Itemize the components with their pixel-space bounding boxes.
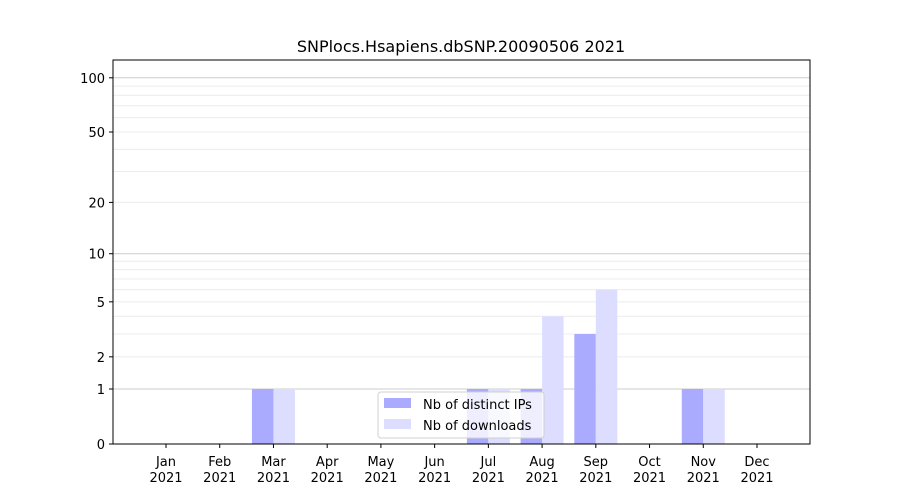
legend-box (377, 391, 545, 439)
y-tick-label: 5 (97, 296, 105, 311)
bar-downloads (703, 389, 725, 444)
legend: Nb of distinct IPs Nb of downloads (377, 391, 545, 439)
y-tick-label: 0 (97, 438, 105, 453)
x-tick-label-month: Feb (208, 455, 231, 470)
y-tick-label: 100 (80, 72, 105, 87)
chart-title: SNPlocs.Hsapiens.dbSNP.20090506 2021 (297, 37, 625, 56)
y-tick-label: 50 (88, 126, 105, 141)
y-tick-label: 2 (97, 351, 105, 366)
y-tick-label: 20 (88, 196, 105, 211)
x-tick-label-year: 2021 (579, 471, 612, 486)
legend-swatch (384, 398, 411, 408)
x-tick-label-year: 2021 (257, 471, 290, 486)
y-tick-label: 10 (88, 248, 105, 263)
y-tick-label: 1 (97, 383, 105, 398)
x-tick-label-year: 2021 (203, 471, 236, 486)
x-tick-label-month: Nov (691, 455, 717, 470)
x-tick-label-year: 2021 (364, 471, 397, 486)
legend-label: Nb of distinct IPs (423, 398, 532, 413)
x-tick-label-month: Jun (423, 455, 444, 470)
x-tick-label-month: Dec (744, 455, 769, 470)
x-tick-label-year: 2021 (687, 471, 720, 486)
x-tick-label-year: 2021 (311, 471, 344, 486)
legend-label: Nb of downloads (423, 419, 532, 434)
legend-swatch (384, 419, 411, 429)
bar-downloads (595, 289, 618, 444)
x-tick-label-year: 2021 (418, 471, 451, 486)
x-tick-label-month: May (367, 455, 394, 470)
x-tick-label-month: Mar (261, 455, 286, 470)
x-tick-label-year: 2021 (526, 471, 559, 486)
x-tick-label-year: 2021 (740, 471, 773, 486)
bar-distinct-ips (681, 389, 704, 444)
bar-distinct-ips (251, 389, 274, 444)
x-tick-label-year: 2021 (149, 471, 182, 486)
x-tick-label-month: Jul (480, 455, 497, 470)
x-tick-label-year: 2021 (472, 471, 505, 486)
x-tick-label-month: Oct (638, 455, 660, 470)
x-tick-label-month: Apr (316, 455, 339, 470)
x-tick-label-month: Sep (584, 455, 609, 470)
bar-distinct-ips (574, 334, 596, 444)
x-tick-label-month: Jan (155, 455, 176, 470)
x-tick-label-year: 2021 (633, 471, 666, 486)
plot-frame (112, 59, 811, 445)
x-tick-label-month: Aug (529, 455, 554, 470)
bar-downloads (273, 389, 295, 444)
bar-downloads (542, 316, 564, 444)
